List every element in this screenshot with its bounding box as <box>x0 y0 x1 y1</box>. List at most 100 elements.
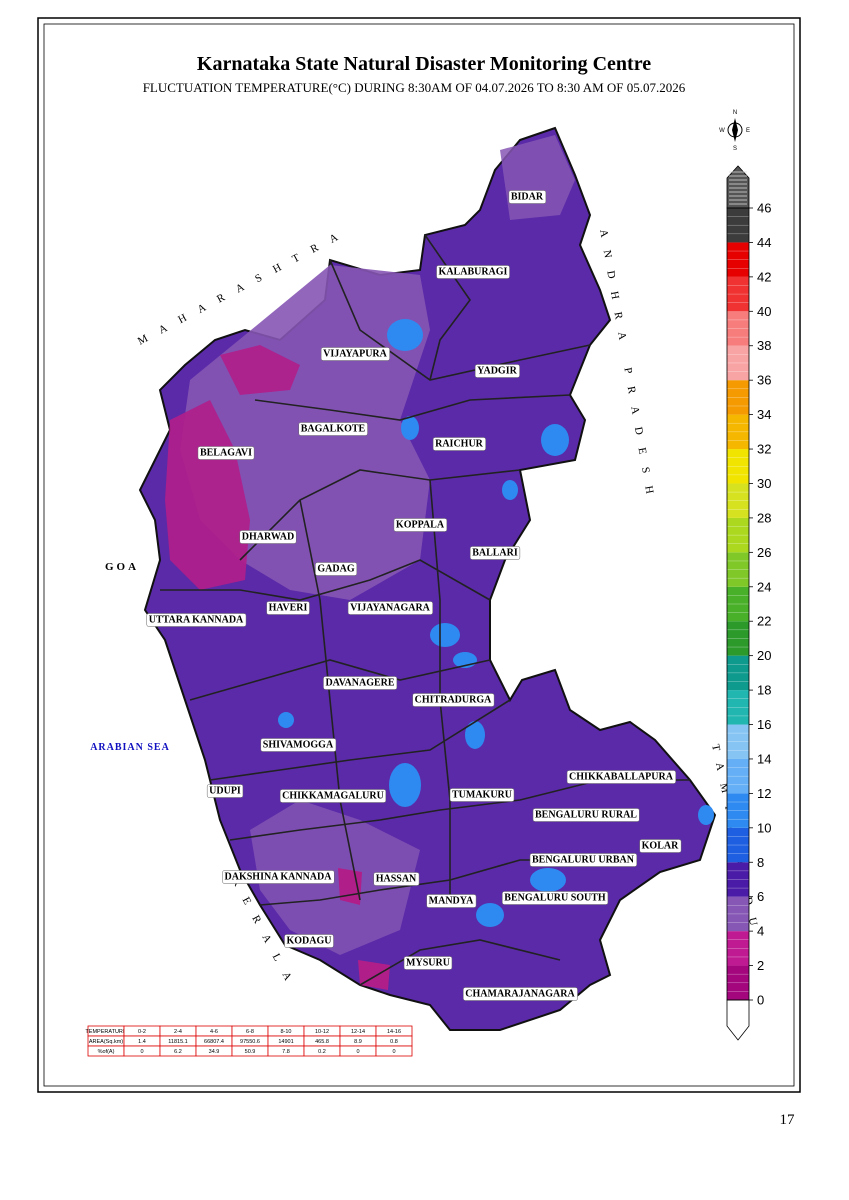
border <box>209 699 511 781</box>
blue-spot <box>698 805 714 825</box>
district-label-box <box>206 784 244 798</box>
blue-spot <box>502 480 518 500</box>
compass-needle <box>732 118 738 142</box>
table-text: 6-8 <box>246 1029 254 1035</box>
legend-tick-label: 2 <box>757 958 764 973</box>
legend-tick-label: 20 <box>757 648 771 663</box>
compass-e: E <box>746 128 750 134</box>
legend-tick-label: 26 <box>757 545 771 560</box>
title: Karnataka State Natural Disaster Monitor… <box>197 53 651 75</box>
legend-tick-label: 10 <box>757 820 771 835</box>
inner-frame <box>43 23 795 1087</box>
table-text: TEMPERATURE <box>85 1029 126 1035</box>
legend-tick-label: 24 <box>757 579 771 594</box>
district-label-box <box>463 987 578 1001</box>
district-label: BIDAR <box>511 192 544 203</box>
district-label-box <box>260 738 337 752</box>
neighbor-label: ARABIAN SEA <box>90 742 170 753</box>
table-text: 14-16 <box>387 1029 401 1035</box>
district-label: SHIVAMOGGA <box>263 740 334 751</box>
table-text: 0 <box>356 1049 359 1055</box>
district-label: KALABURAGI <box>439 267 508 278</box>
blue-spot <box>389 763 421 807</box>
district-label-box <box>266 601 310 615</box>
legend-tick-label: 42 <box>757 269 771 284</box>
compass-w: W <box>719 128 725 134</box>
table-text: 12-14 <box>351 1029 365 1035</box>
district-label-box <box>239 530 297 544</box>
table-text: 11815.1 <box>168 1039 187 1045</box>
district-label-box <box>146 613 247 627</box>
legend-tick-label: 6 <box>757 889 764 904</box>
district-label: BELAGAVI <box>200 448 252 459</box>
table-text: 66807.4 <box>204 1039 224 1045</box>
legend-tick-label: 14 <box>757 751 771 766</box>
table-text: 1.4 <box>138 1039 146 1045</box>
district-label: DHARWAD <box>242 532 294 543</box>
district-label-box <box>566 770 676 784</box>
district-label-box <box>449 788 515 802</box>
district-label-box <box>222 870 335 884</box>
blue-spot <box>530 868 566 892</box>
district-label-box <box>529 853 638 867</box>
table-text: 34.9 <box>209 1049 220 1055</box>
blue-spots <box>278 319 714 927</box>
district-label: CHAMARAJANAGARA <box>465 989 575 1000</box>
legend: 0246810121416182022242628303234363840424… <box>726 165 771 1041</box>
legend-tick-label: 12 <box>757 786 771 801</box>
district-label: HASSAN <box>376 874 417 885</box>
table-text: AREA(Sq.km) <box>89 1039 123 1045</box>
border <box>329 259 591 381</box>
table-text: 14901 <box>278 1039 293 1045</box>
district-label-box <box>532 808 640 822</box>
district-borders <box>160 234 690 986</box>
district-label: UTTARA KANNADA <box>149 615 244 626</box>
district-label-box <box>315 562 358 576</box>
district-label: GADAG <box>317 564 354 575</box>
district-label-box <box>474 364 520 378</box>
table-text: %of(A) <box>98 1049 115 1055</box>
table-text: 7.8 <box>282 1049 290 1055</box>
district-labels: BIDAR KALABURAGI VIJAYAPURA YADGIR BAGALKOTE… <box>146 190 682 1001</box>
lavender-zone <box>250 800 420 955</box>
district-label: TUMAKURU <box>452 790 512 801</box>
magenta-zone <box>338 868 362 905</box>
district-label-box <box>412 693 495 707</box>
legend-tick-label: 18 <box>757 683 771 698</box>
district-label: VIJAYANAGARA <box>350 603 431 614</box>
border <box>254 394 571 421</box>
legend-tick-label: 46 <box>757 201 771 216</box>
legend-tick-label: 44 <box>757 235 771 250</box>
table-text: 2-4 <box>174 1029 182 1035</box>
compass-s: S <box>733 146 737 152</box>
district-label: MYSURU <box>406 958 450 969</box>
district-label: BENGALURU SOUTH <box>504 893 606 904</box>
district-label-box <box>639 839 682 853</box>
district-label-box <box>393 518 448 532</box>
compass-n: N <box>733 110 737 116</box>
district-label: CHITRADURGA <box>415 695 492 706</box>
district-label-box <box>373 872 420 886</box>
district-label: DAKSHINA KANNADA <box>225 872 333 883</box>
border <box>189 659 491 701</box>
district-label: BENGALURU URBAN <box>532 855 635 866</box>
district-label-box <box>284 934 334 948</box>
district-label-box <box>347 601 433 615</box>
table-text: 0.2 <box>318 1049 326 1055</box>
magenta-zone <box>220 345 300 395</box>
neighbor-label: GOA <box>105 561 139 573</box>
district-label: BAGALKOTE <box>301 424 366 435</box>
district-label: DAVANAGERE <box>325 678 394 689</box>
district-label: KODAGU <box>287 936 332 947</box>
table-text: 8-10 <box>280 1029 291 1035</box>
district-label: BENGALURU RURAL <box>535 810 637 821</box>
border <box>359 939 561 986</box>
district-label-box <box>298 422 368 436</box>
district-label: MANDYA <box>429 896 474 907</box>
blue-spot <box>387 319 423 351</box>
legend-tick-label: 4 <box>757 924 764 939</box>
table-text: 0-2 <box>138 1029 146 1035</box>
table-text: 8.9 <box>354 1039 362 1045</box>
blue-spot <box>401 416 419 440</box>
